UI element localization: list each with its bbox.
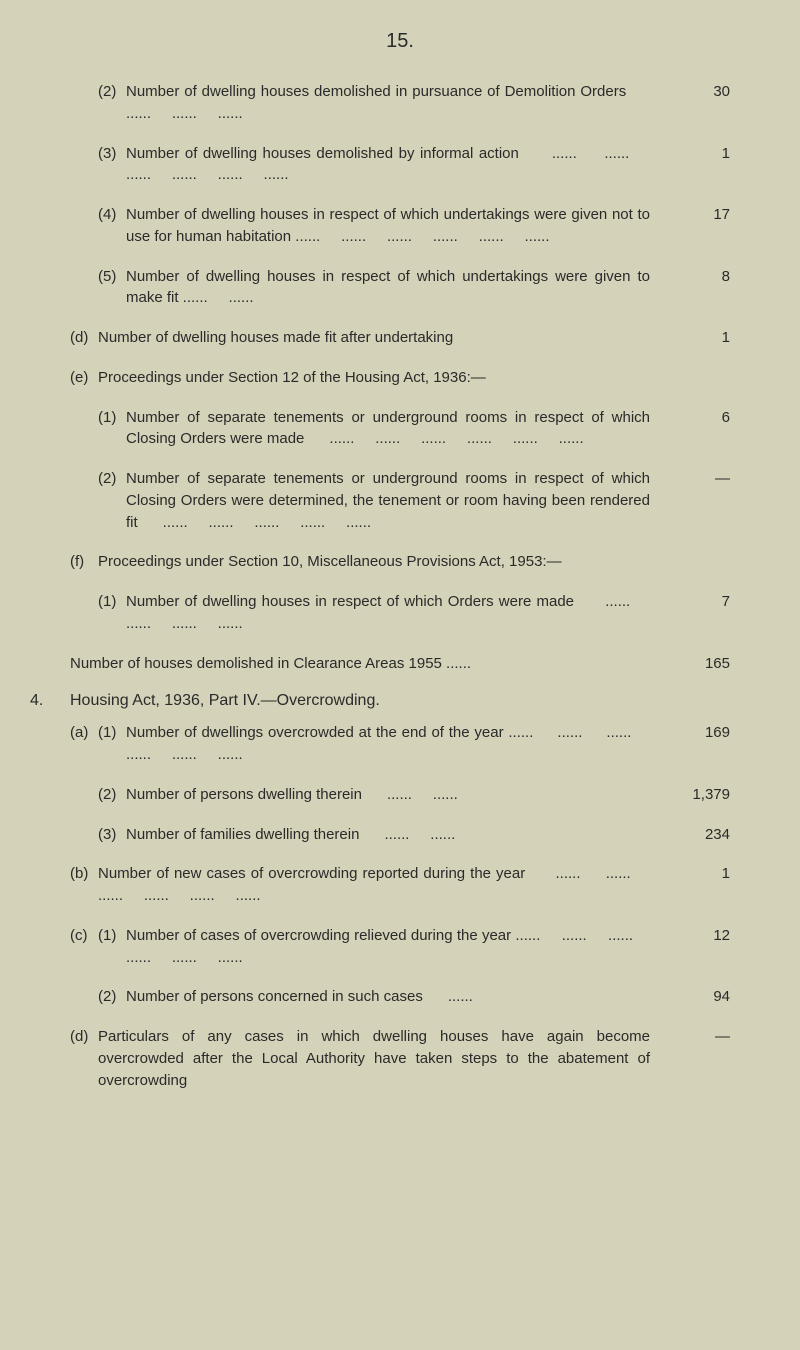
item-text: Number of dwelling houses demolished by … <box>126 143 670 187</box>
outer-marker: (b) <box>70 863 98 885</box>
inner-marker: (1) <box>98 591 126 613</box>
list-item: (2)Number of persons concerned in such c… <box>70 986 730 1008</box>
outer-marker: (e) <box>70 367 98 389</box>
inner-marker: (2) <box>98 784 126 806</box>
item-value: 12 <box>670 925 730 947</box>
list-item: (1)Number of dwelling houses in respect … <box>70 591 730 635</box>
item-text: Number of dwelling houses in respect of … <box>126 591 670 635</box>
item-text: Number of persons dwelling therein .....… <box>126 784 670 806</box>
list-item: (d)Particulars of any cases in which dwe… <box>70 1026 730 1091</box>
inner-marker: (5) <box>98 266 126 288</box>
list-item: (3)Number of dwelling houses demolished … <box>70 143 730 187</box>
list-item: (d)Number of dwelling houses made fit af… <box>70 327 730 349</box>
list-item: (c)(1)Number of cases of overcrowding re… <box>70 925 730 969</box>
inner-marker: (2) <box>98 81 126 103</box>
item-value: 1 <box>670 143 730 165</box>
list-item: (5)Number of dwelling houses in respect … <box>70 266 730 310</box>
item-text: Number of new cases of overcrowding repo… <box>98 863 670 907</box>
item-value: 94 <box>670 986 730 1008</box>
item-text: Number of cases of overcrowding relieved… <box>126 925 670 969</box>
item-text: Proceedings under Section 10, Miscellane… <box>98 551 670 573</box>
item-text: Number of dwelling houses in respect of … <box>126 204 670 248</box>
item-text: Number of houses demolished in Clearance… <box>70 653 670 675</box>
item-value: 7 <box>670 591 730 613</box>
item-value: 165 <box>670 653 730 675</box>
item-value: — <box>670 468 730 490</box>
list-item: (2)Number of separate tenements or under… <box>70 468 730 533</box>
list-item: (4)Number of dwelling houses in respect … <box>70 204 730 248</box>
inner-marker: (1) <box>98 925 126 947</box>
list-item: (e)Proceedings under Section 12 of the H… <box>70 367 730 389</box>
item-text: Proceedings under Section 12 of the Hous… <box>98 367 670 389</box>
list-item: (3)Number of families dwelling therein .… <box>70 824 730 846</box>
inner-marker: (2) <box>98 986 126 1008</box>
section-4-header: 4. Housing Act, 1936, Part IV.—Overcrowd… <box>30 692 730 710</box>
outer-marker: (c) <box>70 925 98 947</box>
inner-marker: (1) <box>98 722 126 744</box>
item-value: 30 <box>670 81 730 103</box>
item-text: Number of dwelling houses demolished in … <box>126 81 670 125</box>
item-value: 17 <box>670 204 730 226</box>
item-text: Number of dwelling houses in respect of … <box>126 266 670 310</box>
item-text: Number of dwelling houses made fit after… <box>98 327 670 349</box>
item-value: 1,379 <box>670 784 730 806</box>
list-item: (2)Number of dwelling houses demolished … <box>70 81 730 125</box>
inner-marker: (3) <box>98 824 126 846</box>
outer-marker: (d) <box>70 1026 98 1048</box>
section-number: 4. <box>30 692 70 710</box>
outer-marker: (d) <box>70 327 98 349</box>
list-item: (1)Number of separate tenements or under… <box>70 407 730 451</box>
item-value: 8 <box>670 266 730 288</box>
inner-marker: (3) <box>98 143 126 165</box>
item-text: Number of dwellings overcrowded at the e… <box>126 722 670 766</box>
item-value: 234 <box>670 824 730 846</box>
list-item: (b)Number of new cases of overcrowding r… <box>70 863 730 907</box>
item-value: 6 <box>670 407 730 429</box>
list-item: (a)(1)Number of dwellings overcrowded at… <box>70 722 730 766</box>
list-item: (f)Proceedings under Section 10, Miscell… <box>70 551 730 573</box>
item-text: Number of persons concerned in such case… <box>126 986 670 1008</box>
item-text: Particulars of any cases in which dwelli… <box>98 1026 670 1091</box>
inner-marker: (4) <box>98 204 126 226</box>
item-text: Number of separate tenements or undergro… <box>126 407 670 451</box>
item-text: Number of separate tenements or undergro… <box>126 468 670 533</box>
outer-marker: (a) <box>70 722 98 744</box>
inner-marker: (2) <box>98 468 126 490</box>
item-value: 169 <box>670 722 730 744</box>
list-item: (2)Number of persons dwelling therein ..… <box>70 784 730 806</box>
outer-marker: (f) <box>70 551 98 573</box>
item-value: 1 <box>670 327 730 349</box>
page-number: 15. <box>70 30 730 53</box>
section-title: Housing Act, 1936, Part IV.—Overcrowding… <box>70 692 380 710</box>
item-text: Number of families dwelling therein ....… <box>126 824 670 846</box>
list-item: Number of houses demolished in Clearance… <box>70 653 730 675</box>
item-value: — <box>670 1026 730 1048</box>
item-value: 1 <box>670 863 730 885</box>
inner-marker: (1) <box>98 407 126 429</box>
